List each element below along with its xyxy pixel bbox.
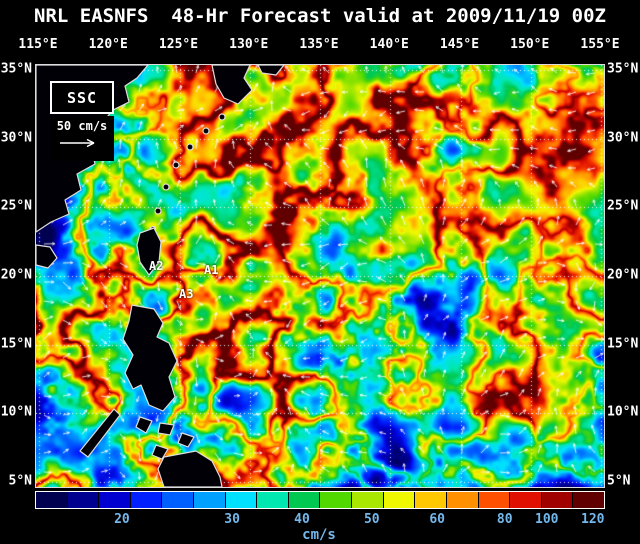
lon-label: 150°E xyxy=(510,37,550,52)
colorbar-cell xyxy=(572,492,604,508)
colorbar-tick: 30 xyxy=(224,512,240,527)
colorbar-cell xyxy=(319,492,352,508)
colorbar-cell xyxy=(224,492,257,508)
colorbar-cell xyxy=(66,492,99,508)
colorbar-cell xyxy=(36,492,67,508)
colorbar-cell xyxy=(98,492,130,508)
lat-label: 35°N xyxy=(607,61,639,77)
lon-label: 140°E xyxy=(369,37,409,52)
colorbar xyxy=(35,491,605,509)
taiwan-island xyxy=(136,227,162,276)
lon-label: 155°E xyxy=(580,37,620,52)
vector-scale-arrow-icon xyxy=(60,138,95,148)
current-map: SSC 50 cm/s A1 A2 A3 xyxy=(35,64,605,488)
colorbar-cell xyxy=(445,492,478,508)
colorbar-tick: 120 xyxy=(581,512,605,527)
visayas-island xyxy=(151,444,169,460)
visayas-island xyxy=(157,422,175,436)
colorbar-cell xyxy=(193,492,225,508)
colorbar-tick: 80 xyxy=(496,512,513,527)
ryukyu-island xyxy=(162,183,170,191)
hainan-island xyxy=(36,244,58,269)
lat-label: 5°N xyxy=(8,473,32,489)
lon-label: 120°E xyxy=(88,37,128,52)
colorbar-tick: 50 xyxy=(363,512,380,527)
ryukyu-island xyxy=(202,127,210,135)
colorbar-cell xyxy=(287,492,320,508)
latitude-axis-right: 35°N 30°N 25°N 20°N 15°N 10°N 5°N xyxy=(606,61,639,489)
latitude-axis-left: 35°N 30°N 25°N 20°N 15°N 10°N 5°N xyxy=(0,61,33,489)
colorbar-cell xyxy=(414,492,446,508)
station-label-a3: A3 xyxy=(179,287,194,301)
mindoro-island xyxy=(135,416,153,434)
lat-label: 10°N xyxy=(0,404,32,420)
colorbar-cell xyxy=(477,492,510,508)
lon-label: 130°E xyxy=(229,37,269,52)
model-label-box: SSC xyxy=(50,81,114,114)
ocean-current-field xyxy=(36,65,604,487)
lat-label: 35°N xyxy=(0,61,32,77)
lat-label: 10°N xyxy=(607,404,639,420)
lat-label: 30°N xyxy=(607,130,639,146)
lat-label: 5°N xyxy=(607,473,631,489)
lat-label: 15°N xyxy=(607,336,639,352)
longitude-axis-top: 115°E 120°E 125°E 130°E 135°E 140°E 145°E 150°E… xyxy=(18,37,619,55)
palawan-island xyxy=(79,408,121,458)
colorbar-tick-labels: 20 30 40 50 60 80 100 120 xyxy=(35,512,605,528)
lat-label: 20°N xyxy=(0,267,32,283)
colorbar-cell xyxy=(382,492,415,508)
kyushu-island xyxy=(211,65,253,105)
lon-label: 145°E xyxy=(439,37,480,52)
station-label-a1: A1 xyxy=(204,263,219,277)
ryukyu-island xyxy=(172,161,180,169)
vector-scale-box: 50 cm/s xyxy=(50,116,114,161)
lat-label: 30°N xyxy=(0,130,32,146)
colorbar-tick: 100 xyxy=(535,512,559,527)
lat-label: 25°N xyxy=(0,198,32,214)
colorbar-tick: 60 xyxy=(429,512,445,527)
land-overlay xyxy=(36,65,285,487)
ryukyu-island xyxy=(186,143,194,151)
model-label: SSC xyxy=(66,88,98,107)
visayas-island xyxy=(177,432,195,448)
ryukyu-island xyxy=(218,113,226,121)
lon-label: 125°E xyxy=(158,37,199,52)
lat-label: 20°N xyxy=(607,267,639,283)
vector-scale-label: 50 cm/s xyxy=(56,119,108,133)
shikoku-island xyxy=(257,65,285,76)
colorbar-cell xyxy=(161,492,194,508)
lon-label: 115°E xyxy=(18,37,58,52)
page-title: NRL EASNFS 48-Hr Forecast valid at 2009/… xyxy=(34,5,606,27)
colorbar-cell xyxy=(540,492,573,508)
luzon-island xyxy=(122,304,178,412)
lat-label: 25°N xyxy=(607,198,639,214)
station-label-a2: A2 xyxy=(149,259,164,273)
ryukyu-island xyxy=(154,207,162,215)
mindanao-island xyxy=(157,450,223,487)
colorbar-units: cm/s xyxy=(302,527,336,543)
colorbar-cell xyxy=(256,492,288,508)
colorbar-tick: 40 xyxy=(294,512,310,527)
lon-label: 135°E xyxy=(299,37,339,52)
colorbar-cell xyxy=(129,492,162,508)
colorbar-tick: 20 xyxy=(114,512,130,527)
colorbar-cell xyxy=(509,492,541,508)
lat-label: 15°N xyxy=(0,336,32,352)
colorbar-cell xyxy=(351,492,383,508)
